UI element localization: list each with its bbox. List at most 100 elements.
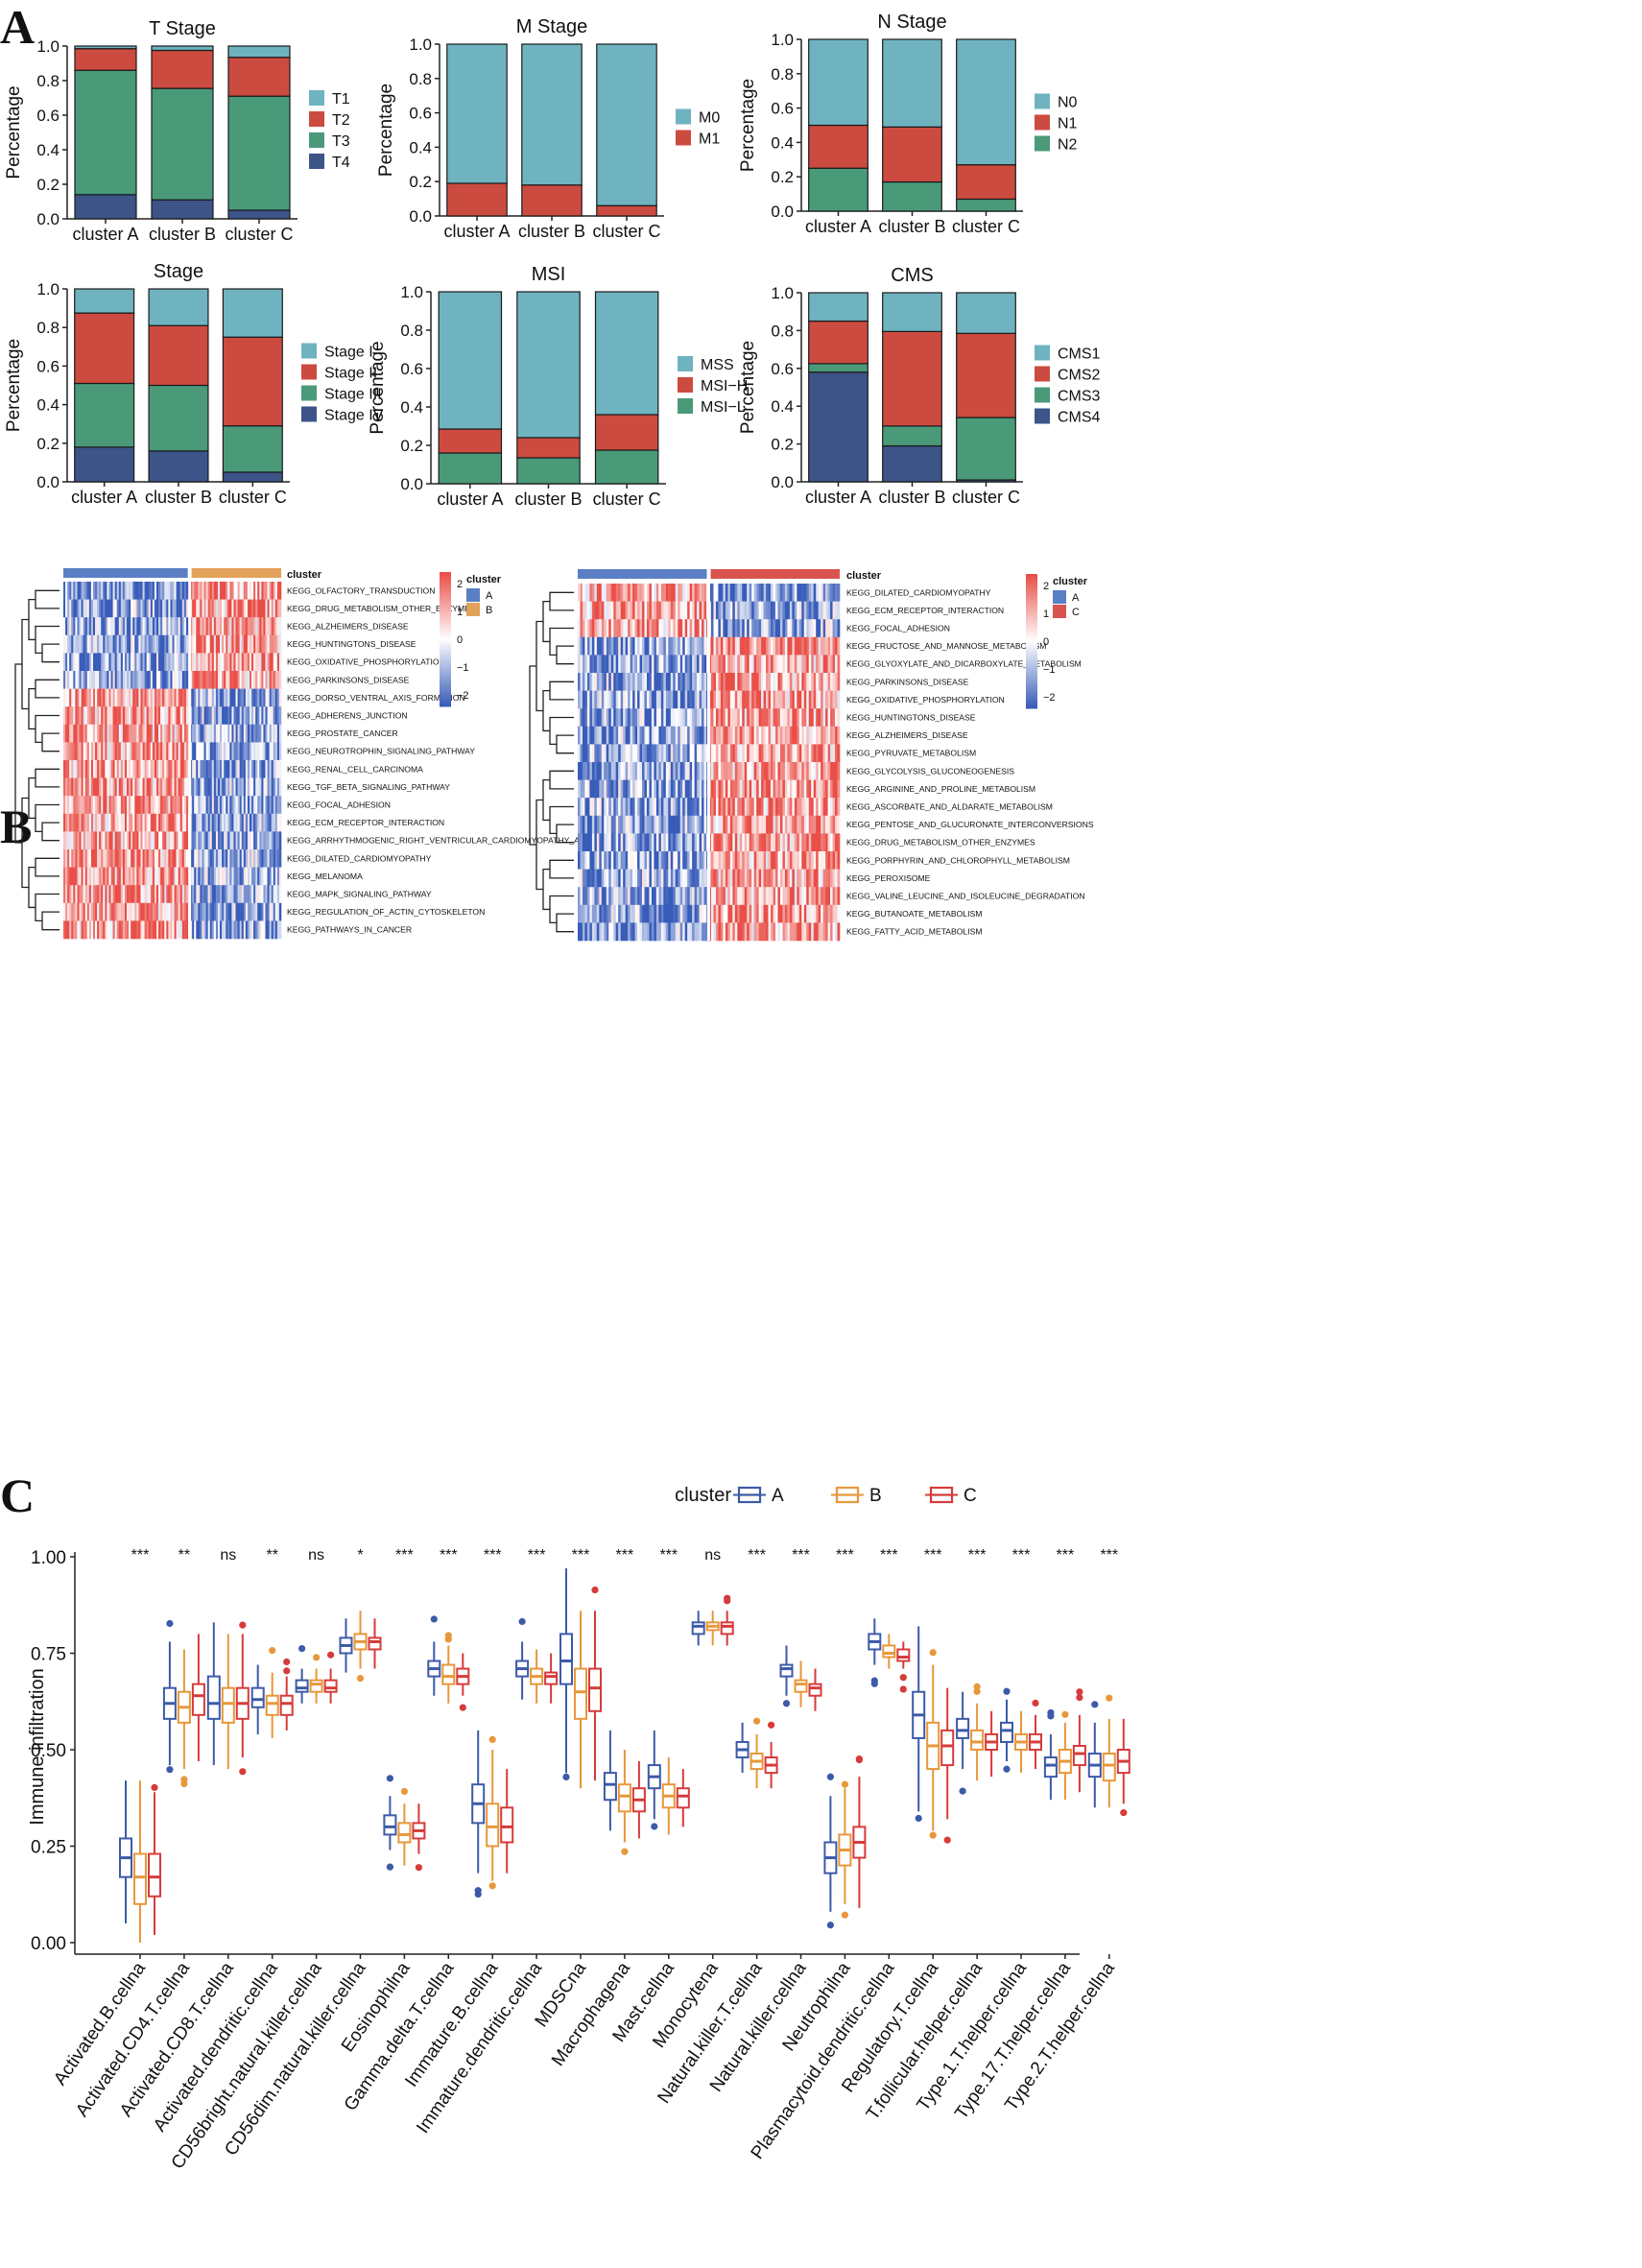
heatmap-cell	[756, 636, 759, 656]
heatmap-cell	[124, 902, 128, 921]
heatmap-cell	[73, 796, 76, 815]
heatmap-cell	[589, 655, 593, 674]
heatmap-cell	[737, 851, 741, 870]
heatmap-cell	[665, 798, 669, 817]
heatmap-cell	[71, 742, 74, 761]
heatmap-cell	[84, 777, 88, 797]
heatmap-cell	[687, 833, 690, 852]
heatmap-cell	[808, 690, 812, 709]
heatmap-cell	[196, 760, 199, 778]
heatmap-cell	[116, 634, 120, 654]
heatmap-cell	[231, 688, 234, 707]
heatmap-cell	[200, 724, 202, 743]
heatmap-cell	[194, 813, 197, 832]
heatmap-cell	[224, 688, 226, 707]
heatmap-cell	[116, 599, 120, 618]
heatmap-cell	[192, 760, 195, 778]
heatmap-cell	[727, 619, 731, 638]
heatmap-cell	[118, 867, 122, 886]
heatmap-cell	[110, 831, 113, 850]
heatmap-cell	[808, 851, 812, 870]
heatmap-cell	[591, 851, 595, 870]
heatmap-cell	[697, 798, 700, 817]
heatmap-cell	[257, 617, 260, 636]
scale-step	[440, 668, 451, 671]
heatmap-cell	[233, 688, 236, 707]
heatmap-cell	[198, 706, 201, 726]
heatmap-cell	[92, 796, 96, 815]
heatmap-cell	[222, 634, 225, 654]
heatmap-cell	[763, 851, 767, 870]
dendrogram-branch	[535, 620, 543, 712]
heatmap-cell	[138, 867, 141, 886]
heatmap-cell	[114, 582, 118, 600]
heatmap-cell	[172, 813, 175, 832]
heatmap-cell	[134, 813, 137, 832]
heatmap-cell	[148, 796, 152, 815]
heatmap-cell	[655, 779, 659, 799]
heatmap-cell	[835, 655, 838, 674]
heatmap-cell	[271, 688, 274, 707]
heatmap-cell	[103, 671, 106, 689]
heatmap-cell	[801, 726, 805, 745]
heatmap-cell	[729, 851, 733, 870]
heatmap-cell	[178, 653, 181, 672]
heatmap-cell	[816, 922, 819, 942]
heatmap-cell	[92, 706, 96, 726]
heatmap-cell	[67, 688, 70, 707]
heatmap-cell	[194, 796, 197, 815]
heatmap-cell	[158, 724, 161, 743]
heatmap-cell	[606, 619, 609, 638]
heatmap-cell	[586, 851, 590, 870]
heatmap-cell	[798, 619, 802, 638]
heatmap-cell	[179, 688, 183, 707]
heatmap-cell	[148, 902, 152, 921]
heatmap-cell	[241, 688, 245, 707]
heatmap-cell	[166, 653, 169, 672]
heatmap-cell	[174, 742, 177, 761]
heatmap-cell	[213, 796, 217, 815]
heatmap-cell	[813, 815, 817, 834]
heatmap-cell	[663, 744, 667, 763]
heatmap-cell	[742, 798, 746, 817]
legend-label: T3	[332, 133, 350, 150]
heatmap-cell	[830, 762, 833, 780]
heatmap-cell	[243, 885, 247, 904]
heatmap-cell	[179, 742, 183, 761]
heatmap-cell	[220, 849, 223, 868]
heatmap-cell	[198, 742, 201, 761]
heatmap-cell	[668, 584, 672, 602]
heatmap-cell	[273, 653, 276, 672]
heatmap-cell	[580, 726, 583, 745]
heatmap-cell	[670, 744, 674, 763]
heatmap-cell	[670, 904, 674, 923]
heatmap-cell	[116, 849, 120, 868]
scale-step	[1026, 582, 1037, 585]
heatmap-cell	[675, 815, 678, 834]
legend-label: CMS2	[1058, 368, 1101, 384]
heatmap-cell	[265, 796, 268, 815]
heatmap-cell	[259, 796, 262, 815]
heatmap-cell	[725, 887, 728, 906]
heatmap-cell	[725, 779, 728, 799]
heatmap-cell	[127, 760, 130, 778]
heatmap-cell	[715, 762, 719, 780]
heatmap-cell	[798, 655, 802, 674]
heatmap-cell	[582, 887, 585, 906]
heatmap-cell	[120, 706, 124, 726]
heatmap-cell	[69, 867, 72, 886]
heatmap-cell	[718, 726, 722, 745]
heatmap-cell	[578, 833, 581, 852]
heatmap-cell	[784, 904, 788, 923]
heatmap-cell	[668, 779, 672, 799]
heatmap-cell	[663, 636, 667, 656]
heatmap-cell	[229, 599, 232, 618]
heatmap-cell	[211, 920, 215, 940]
heatmap-cell	[825, 636, 828, 656]
heatmap-cell	[164, 760, 167, 778]
heatmap-cell	[591, 922, 595, 942]
scale-step	[1026, 657, 1037, 659]
heatmap-cell	[615, 887, 619, 906]
heatmap-cell	[784, 779, 788, 799]
scale-step	[1026, 674, 1037, 677]
